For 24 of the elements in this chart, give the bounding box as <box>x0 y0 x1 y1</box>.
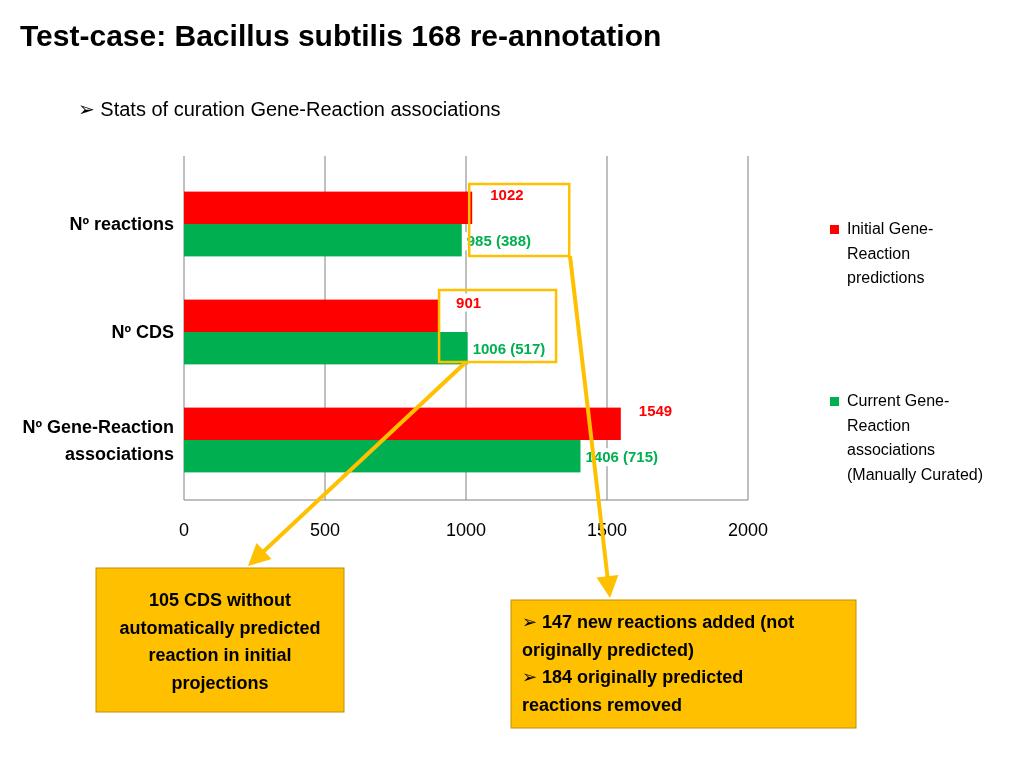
chart-subtitle: ➢ Stats of curation Gene-Reaction associations <box>78 98 501 120</box>
bar <box>184 191 473 224</box>
x-tick-label: 500 <box>309 520 341 540</box>
bar <box>184 407 621 440</box>
y-tick-label: Nº Gene-Reaction associations <box>22 417 174 464</box>
bar <box>184 224 462 257</box>
data-label: 1549 <box>638 401 673 419</box>
data-label: 901 <box>456 293 482 311</box>
y-tick-label: Nº CDS <box>111 322 174 342</box>
data-label: 1022 <box>490 185 524 203</box>
bar <box>184 299 439 332</box>
chart-title: Test-case: Bacillus subtilis 168 re-annotation <box>20 19 662 52</box>
bar <box>184 440 581 473</box>
legend-label: Initial Gene-Reaction predictions <box>847 220 934 286</box>
text: ➢ 184 originally predicted reactions removed <box>522 667 744 715</box>
text: 105 CDS without automatically predicted reaction in initial projections <box>119 590 321 693</box>
x-tick-label: 2000 <box>727 520 769 540</box>
y-tick-label: Nº reactions <box>69 214 174 234</box>
x-tick-label: 0 <box>178 520 190 540</box>
x-tick-label: 1000 <box>445 520 487 540</box>
data-label: 1006 (517) <box>472 340 546 358</box>
bar <box>184 332 468 365</box>
legend-label: Current Gene-Reaction associations (Manually Curated) <box>847 392 984 483</box>
text: ➢ 147 new reactions added (not originally predicted) <box>522 612 795 660</box>
